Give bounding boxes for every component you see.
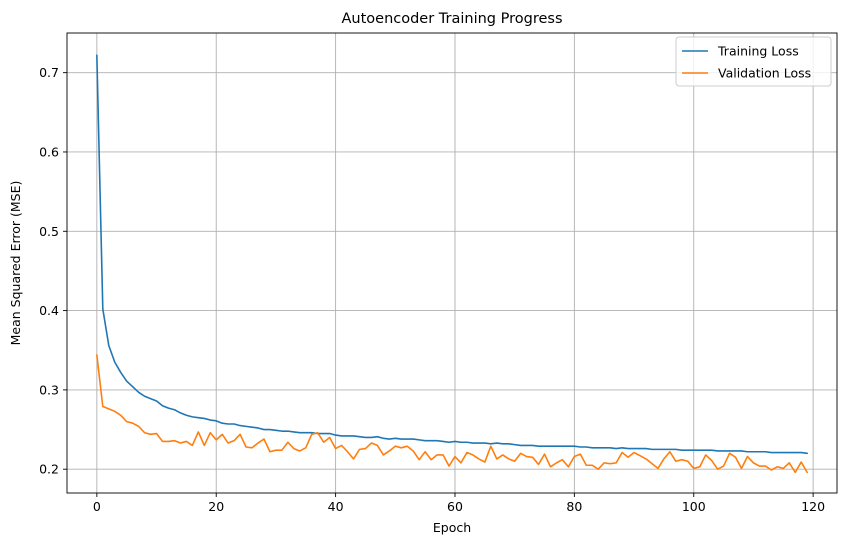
series-lines xyxy=(96,54,808,474)
plot-frame xyxy=(66,32,838,494)
x-axis-title: Epoch xyxy=(433,520,471,535)
series-line-validation-loss xyxy=(96,354,808,474)
legend: Training Loss Validation Loss xyxy=(675,36,832,87)
legend-label-validation-loss: Validation Loss xyxy=(718,66,811,81)
x-tick-label: 40 xyxy=(328,499,344,514)
y-tick-label: 0.7 xyxy=(39,65,59,80)
axis-ticks: 0 20 40 60 80 100 120 0.2 0.3 0.4 0.5 0.6 0.7 xyxy=(39,65,825,514)
y-tick-label: 0.4 xyxy=(39,303,59,318)
x-tick-label: 100 xyxy=(682,499,706,514)
x-tick-label: 120 xyxy=(801,499,825,514)
x-tick-label: 80 xyxy=(566,499,582,514)
y-tick-label: 0.3 xyxy=(39,382,59,397)
series-line-training-loss xyxy=(96,54,808,455)
x-tick-label: 0 xyxy=(93,499,101,514)
grid xyxy=(67,33,837,493)
x-tick-label: 20 xyxy=(208,499,224,514)
y-tick-label: 0.5 xyxy=(39,224,59,239)
y-tick-label: 0.6 xyxy=(39,144,59,159)
chart-title: Autoencoder Training Progress xyxy=(341,11,562,27)
y-tick-label: 0.2 xyxy=(39,462,59,477)
y-axis-title: Mean Squared Error (MSE) xyxy=(8,181,23,346)
legend-label-training-loss: Training Loss xyxy=(717,44,799,59)
legend-box xyxy=(675,36,832,87)
x-tick-label: 60 xyxy=(447,499,463,514)
